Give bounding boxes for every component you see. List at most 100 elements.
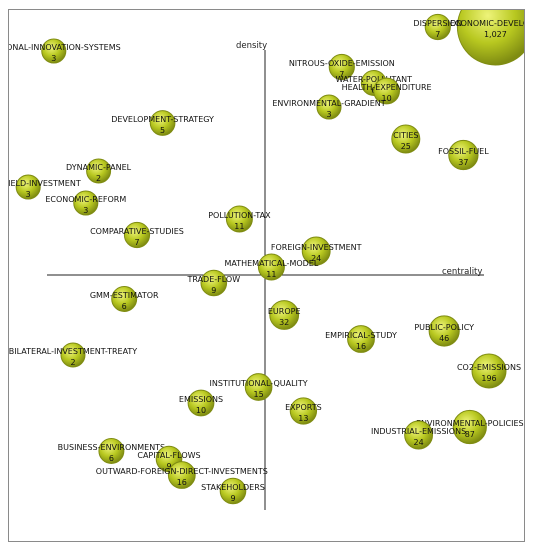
- bubble-count: 37: [458, 158, 468, 167]
- bubble-circle[interactable]: [391, 124, 421, 154]
- bubble-label: EMISSIONS: [179, 395, 223, 404]
- bubble-development-strategy[interactable]: DEVELOPMENT-STRATEGY 5: [111, 110, 214, 136]
- bubble-circle[interactable]: [111, 286, 138, 312]
- bubble-circle[interactable]: [316, 94, 342, 120]
- bubble-bilateral-investment-treaty[interactable]: BILATERAL-INVESTMENT-TREATY 2: [9, 342, 137, 368]
- bubble-circle[interactable]: [244, 373, 273, 401]
- bubble-count: 46: [439, 334, 449, 343]
- bubble-emissions[interactable]: EMISSIONS 10: [179, 389, 223, 417]
- bubble-circle[interactable]: [219, 477, 247, 505]
- bubble-circle[interactable]: [187, 389, 215, 417]
- bubble-circle[interactable]: [123, 221, 151, 249]
- bubble-circle[interactable]: [257, 253, 285, 281]
- bubble-label: OUTWARD-FOREIGN-DIRECT-INVESTMENTS: [96, 467, 268, 476]
- bubble-environmental-gradient[interactable]: ENVIRONMENTAL-GRADIENT 3: [272, 94, 386, 120]
- bubble-label: INDUSTRIAL-EMISSIONS: [371, 427, 466, 436]
- bubble-stakeholders[interactable]: STAKEHOLDERS 9: [201, 477, 265, 505]
- bubble-circle[interactable]: [471, 353, 507, 389]
- bubble-outward-foreign-direct-investments[interactable]: OUTWARD-FOREIGN-DIRECT-INVESTMENTS 16: [96, 461, 268, 489]
- bubble-label: BUSINESS-ENVIRONMENTS: [58, 443, 165, 452]
- bubble-trade-flow[interactable]: TRADE-FLOW 9: [186, 269, 240, 297]
- bubble-environmental-policies[interactable]: ENVIRONMENTAL-POLICIES 87: [416, 409, 524, 445]
- bubble-label: TRADE-FLOW: [186, 275, 240, 284]
- bubble-count: 1,027: [484, 30, 507, 39]
- bubble-label: INSTITUTIONAL-QUALITY: [210, 379, 308, 388]
- bubble-circle[interactable]: [98, 438, 125, 464]
- bubble-label: GMM-ESTIMATOR: [90, 291, 159, 300]
- bubble-pollution-tax[interactable]: POLLUTION-TAX 11: [208, 205, 271, 233]
- bubble-circle[interactable]: [404, 420, 434, 450]
- bubble-count: 24: [414, 438, 424, 447]
- bubble-circle[interactable]: [328, 53, 355, 81]
- bubble-label: EXPORTS: [285, 403, 322, 412]
- bubble-dynamic-panel[interactable]: DYNAMIC-PANEL 2: [66, 158, 132, 184]
- bubble-circle[interactable]: [200, 269, 228, 297]
- bubble-foreign-investment[interactable]: FOREIGN-INVESTMENT 24: [271, 236, 362, 266]
- bubble-regional-innovation-systems[interactable]: REGIONAL-INNOVATION-SYSTEMS 3: [9, 38, 121, 64]
- bubble-label: REGIONAL-INNOVATION-SYSTEMS: [9, 43, 121, 52]
- bubble-count: 24: [311, 254, 321, 263]
- bubble-co2-emissions[interactable]: CO2-EMISSIONS 196: [457, 353, 521, 389]
- bubble-business-environments[interactable]: BUSINESS-ENVIRONMENTS 6: [58, 438, 165, 464]
- bubble-count: 7: [435, 30, 440, 39]
- bubble-circle[interactable]: [41, 38, 67, 64]
- bubble-count: 15: [254, 390, 264, 399]
- bubble-public-policy[interactable]: PUBLIC-POLICY 46: [414, 315, 474, 347]
- bubble-circle[interactable]: [225, 205, 253, 233]
- bubble-dispersion[interactable]: DISPERSION 7: [413, 13, 462, 41]
- bubble-nitrous-oxide-emission[interactable]: NITROUS-OXIDE-EMISSION 7: [289, 53, 395, 81]
- bubble-label: HEALTH-EXPENDITURE: [342, 83, 432, 92]
- bubble-health-expenditure[interactable]: HEALTH-EXPENDITURE 10: [342, 77, 432, 105]
- bubble-circle[interactable]: [60, 342, 86, 368]
- bubble-circle[interactable]: [301, 236, 331, 266]
- bubble-label: FOSSIL-FUEL: [438, 147, 489, 156]
- bubble-count: 5: [160, 126, 165, 135]
- bubble-circle[interactable]: [428, 315, 460, 347]
- bubble-label: CITIES: [393, 131, 418, 140]
- bubble-label: DISPERSION: [413, 19, 462, 28]
- bubble-label: WATER-POLLUTANT: [336, 75, 413, 84]
- bubble-circle[interactable]: [269, 300, 300, 330]
- bubble-fossil-fuel[interactable]: FOSSIL-FUEL 37: [438, 139, 489, 171]
- bubble-institutional-quality[interactable]: INSTITUTIONAL-QUALITY 15: [210, 373, 308, 401]
- bubble-mathematical-model[interactable]: MATHEMATICAL-MODEL 11: [224, 253, 319, 281]
- bubble-circle[interactable]: [149, 110, 176, 136]
- bubble-circle[interactable]: [73, 190, 99, 216]
- bubble-label: BILATERAL-INVESTMENT-TREATY: [9, 347, 137, 356]
- bubble-count: 16: [177, 478, 187, 487]
- bubble-count: 25: [401, 142, 411, 151]
- bubble-circle[interactable]: [373, 77, 400, 105]
- chart-frame: centrality density ECONOMIC-DEVELOPM 1,02…: [8, 9, 525, 542]
- bubble-exports[interactable]: EXPORTS 13: [285, 397, 322, 425]
- bubble-count: 6: [109, 454, 114, 463]
- bubble-gmm-estimator[interactable]: GMM-ESTIMATOR 6: [90, 286, 159, 312]
- bubble-label: PUBLIC-POLICY: [414, 323, 474, 332]
- bubble-circle[interactable]: [167, 461, 196, 489]
- bubble-europe[interactable]: EUROPE 32: [268, 300, 301, 330]
- bubble-count: 2: [96, 174, 101, 183]
- bubble-economic-reform[interactable]: ECONOMIC-REFORM 3: [45, 190, 126, 216]
- bubble-circle[interactable]: [289, 397, 318, 425]
- y-axis-label: density: [236, 41, 267, 51]
- bubble-count: 3: [326, 110, 331, 119]
- bubble-circle[interactable]: [424, 13, 451, 41]
- bubble-economic-development[interactable]: ECONOMIC-DEVELOPM 1,027: [450, 10, 525, 66]
- bubble-label: FOREIGN-INVESTMENT: [271, 243, 362, 252]
- bubble-count: 13: [298, 414, 308, 423]
- bubble-comparative-studies[interactable]: COMPARATIVE-STUDIES 7: [90, 221, 184, 249]
- bubble-greenfield-investment[interactable]: GREENFIELD-INVESTMENT 3: [9, 174, 81, 200]
- bubble-circle[interactable]: [15, 174, 41, 200]
- bubble-circle[interactable]: [347, 325, 375, 353]
- bubble-cities[interactable]: CITIES 25: [391, 124, 421, 154]
- bubble-label: ECONOMIC-REFORM: [45, 195, 126, 204]
- strategic-map: centrality density ECONOMIC-DEVELOPM 1,02…: [9, 10, 525, 510]
- bubble-label: EUROPE: [268, 307, 301, 316]
- bubble-industrial-emissions[interactable]: INDUSTRIAL-EMISSIONS 24: [371, 420, 466, 450]
- bubble-count: 10: [382, 94, 392, 103]
- bubble-circle[interactable]: [86, 158, 112, 184]
- bubble-circle[interactable]: [456, 10, 525, 66]
- bubble-circle[interactable]: [448, 139, 479, 171]
- bubble-count: 32: [279, 318, 289, 327]
- bubble-circle[interactable]: [452, 409, 487, 445]
- bubble-empirical-study[interactable]: EMPIRICAL-STUDY 16: [325, 325, 397, 353]
